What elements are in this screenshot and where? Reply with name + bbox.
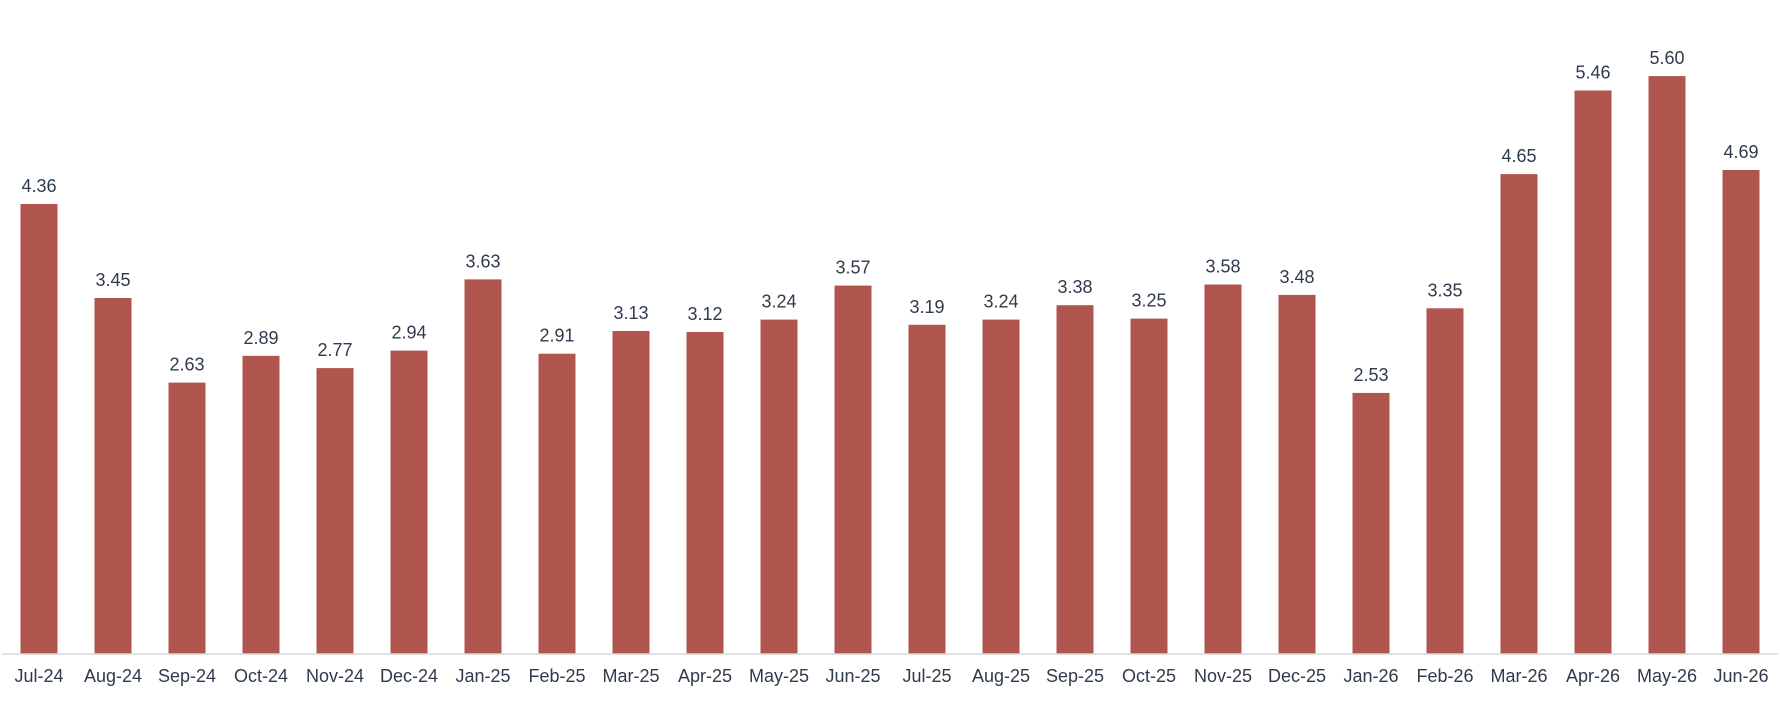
x-tick-label-jun-25: Jun-25 <box>825 666 880 686</box>
x-tick-label-nov-25: Nov-25 <box>1194 666 1252 686</box>
data-label-jul-24: 4.36 <box>21 176 56 196</box>
data-label-apr-26: 5.46 <box>1575 63 1610 83</box>
x-tick-label-sep-25: Sep-25 <box>1046 666 1104 686</box>
bar-dec-24 <box>390 350 428 654</box>
x-tick-label-may-25: May-25 <box>749 666 809 686</box>
data-label-jun-25: 3.57 <box>835 258 870 278</box>
data-label-jun-26: 4.69 <box>1723 142 1758 162</box>
bar-jan-25 <box>464 279 502 654</box>
x-tick-label-feb-25: Feb-25 <box>528 666 585 686</box>
x-tick-label-nov-24: Nov-24 <box>306 666 364 686</box>
bar-apr-26 <box>1574 90 1612 654</box>
x-tick-label-mar-25: Mar-25 <box>602 666 659 686</box>
x-tick-label-jul-24: Jul-24 <box>14 666 63 686</box>
bar-may-25 <box>760 319 798 654</box>
data-label-may-25: 3.24 <box>761 292 796 312</box>
data-label-nov-25: 3.58 <box>1205 257 1240 277</box>
data-label-aug-24: 3.45 <box>95 270 130 290</box>
bars-group <box>20 76 1760 655</box>
data-label-apr-25: 3.12 <box>687 304 722 324</box>
x-tick-label-may-26: May-26 <box>1637 666 1697 686</box>
x-tick-label-jan-25: Jan-25 <box>455 666 510 686</box>
x-tick-label-dec-24: Dec-24 <box>380 666 438 686</box>
bar-sep-25 <box>1056 305 1094 654</box>
data-label-feb-26: 3.35 <box>1427 280 1462 300</box>
bar-oct-24 <box>242 355 280 654</box>
data-label-nov-24: 2.77 <box>317 340 352 360</box>
bar-jul-25 <box>908 324 946 654</box>
bar-jun-25 <box>834 285 872 654</box>
bar-mar-26 <box>1500 174 1538 654</box>
x-tick-label-mar-26: Mar-26 <box>1490 666 1547 686</box>
bar-nov-24 <box>316 368 354 654</box>
x-tick-label-oct-24: Oct-24 <box>234 666 288 686</box>
data-label-jan-26: 2.53 <box>1353 365 1388 385</box>
x-tick-labels-group: Jul-24 Aug-24 Sep-24 Oct-24 Nov-24 Dec-24 Jan-… <box>14 666 1768 686</box>
data-label-jul-25: 3.19 <box>909 297 944 317</box>
x-tick-label-jun-26: Jun-26 <box>1713 666 1768 686</box>
bar-jan-26 <box>1352 392 1390 654</box>
data-label-sep-24: 2.63 <box>169 355 204 375</box>
x-tick-label-feb-26: Feb-26 <box>1416 666 1473 686</box>
x-tick-label-aug-25: Aug-25 <box>972 666 1030 686</box>
data-label-dec-25: 3.48 <box>1279 267 1314 287</box>
data-label-feb-25: 2.91 <box>539 326 574 346</box>
x-tick-label-aug-24: Aug-24 <box>84 666 142 686</box>
data-label-mar-25: 3.13 <box>613 303 648 323</box>
data-label-mar-26: 4.65 <box>1501 146 1536 166</box>
bar-jul-24 <box>20 204 58 654</box>
bar-jun-26 <box>1722 170 1760 654</box>
bar-aug-24 <box>94 298 132 654</box>
bar-oct-25 <box>1130 318 1168 654</box>
x-tick-label-jan-26: Jan-26 <box>1343 666 1398 686</box>
bar-mar-25 <box>612 331 650 654</box>
data-label-jan-25: 3.63 <box>465 251 500 271</box>
x-tick-label-dec-25: Dec-25 <box>1268 666 1326 686</box>
bar-aug-25 <box>982 319 1020 654</box>
data-labels-group: 4.36 3.45 2.63 2.89 2.77 2.94 3.63 2.91 3.13 3.12… <box>21 48 1758 385</box>
x-tick-label-sep-24: Sep-24 <box>158 666 216 686</box>
data-label-dec-24: 2.94 <box>391 323 426 343</box>
x-tick-label-apr-25: Apr-25 <box>678 666 732 686</box>
data-label-oct-24: 2.89 <box>243 328 278 348</box>
x-tick-label-oct-25: Oct-25 <box>1122 666 1176 686</box>
bar-sep-24 <box>168 382 206 654</box>
data-label-oct-25: 3.25 <box>1131 291 1166 311</box>
data-label-aug-25: 3.24 <box>983 292 1018 312</box>
x-tick-label-jul-25: Jul-25 <box>902 666 951 686</box>
data-label-may-26: 5.60 <box>1649 48 1684 68</box>
bar-nov-25 <box>1204 284 1242 654</box>
bar-dec-25 <box>1278 294 1316 654</box>
bar-may-26 <box>1648 76 1686 655</box>
bar-apr-25 <box>686 332 724 654</box>
bar-feb-26 <box>1426 308 1464 654</box>
data-label-sep-25: 3.38 <box>1057 277 1092 297</box>
x-tick-label-apr-26: Apr-26 <box>1566 666 1620 686</box>
bar-feb-25 <box>538 353 576 654</box>
